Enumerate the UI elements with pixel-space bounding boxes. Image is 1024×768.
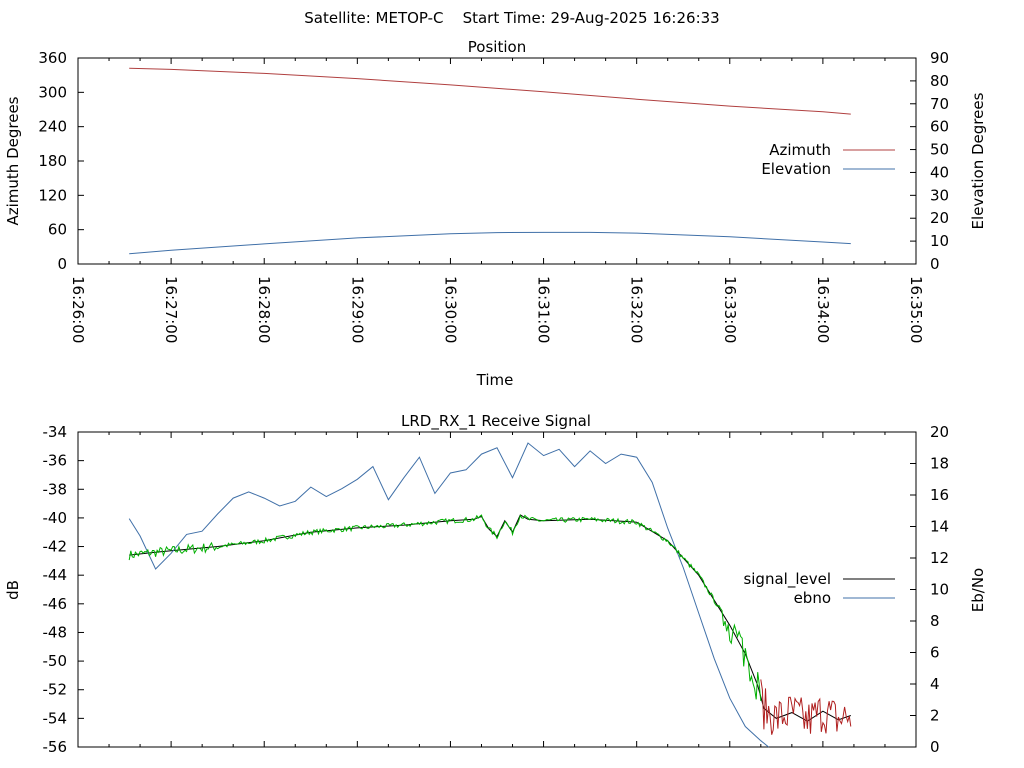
pos-y-tick-label: 300	[38, 83, 67, 101]
sig-y2-tick-label: 18	[930, 455, 949, 473]
position-right-axis-label: Elevation Degrees	[969, 92, 987, 229]
sig-y2-tick-label: 4	[930, 675, 940, 693]
pos-y-tick-label: 240	[38, 118, 67, 136]
pos-y-tick-label: 120	[38, 186, 67, 204]
receive-signal-chart-title: LRD_RX_1 Receive Signal	[401, 412, 591, 431]
pos-y-tick-label: 60	[48, 221, 67, 239]
position-left-axis-label: Azimuth Degrees	[4, 96, 22, 225]
sig-y2-tick-label: 10	[930, 581, 949, 599]
figure-title: Satellite: METOP-C Start Time: 29-Aug-20…	[304, 9, 719, 27]
sig-y-tick-label: -50	[43, 652, 68, 670]
sig-y2-tick-label: 14	[930, 518, 949, 536]
sig-y-tick-label: -44	[43, 566, 68, 584]
sig-y-tick-label: -34	[43, 423, 68, 441]
sig-series-ebno-line	[128, 442, 769, 748]
sig-legend-label-signal-level: signal_level	[743, 570, 831, 589]
pos-y-tick-label: 180	[38, 152, 67, 170]
pos-y2-tick-label: 10	[930, 232, 949, 250]
pos-x-tick-label: 16:34:00	[814, 276, 832, 343]
receive-signal-right-axis-label: Eb/No	[969, 568, 987, 612]
sig-y2-tick-label: 12	[930, 549, 949, 567]
pos-y2-tick-label: 80	[930, 72, 949, 90]
pos-x-tick-label: 16:26:00	[69, 276, 87, 343]
position-chart-title: Position	[468, 38, 526, 56]
receive-signal-series-group	[128, 442, 852, 748]
sig-y-tick-label: -46	[43, 595, 68, 613]
pos-series-azimuth-line	[129, 67, 851, 115]
pos-x-tick-label: 16:31:00	[535, 276, 553, 343]
sig-y-tick-label: -54	[43, 709, 68, 727]
pos-x-tick-label: 16:35:00	[907, 276, 925, 343]
pos-y2-tick-label: 60	[930, 118, 949, 136]
sig-y2-tick-label: 6	[930, 644, 940, 662]
sig-y-tick-label: -42	[43, 538, 68, 556]
sig-series-signal-level-line	[129, 514, 851, 722]
sig-y-tick-label: -36	[43, 452, 68, 470]
sig-y2-tick-label: 8	[930, 612, 940, 630]
sig-y-tick-label: -52	[43, 681, 68, 699]
pos-x-tick-label: 16:28:00	[255, 276, 273, 343]
signal-level-noise-floor-trace	[760, 679, 852, 735]
pos-y-tick-label: 360	[38, 49, 67, 67]
sig-y-tick-label: -38	[43, 480, 68, 498]
pos-y2-tick-label: 40	[930, 163, 949, 181]
pos-x-tick-label: 16:33:00	[721, 276, 739, 343]
pos-y2-tick-label: 30	[930, 186, 949, 204]
position-chart: Position Azimuth Degrees Elevation Degre…	[4, 38, 987, 389]
sig-legend-label-ebno: ebno	[794, 589, 831, 607]
position-axis-ticks: 16:26:00 16:27:00 16:28:00 16:29:00 16:30:00…	[38, 49, 949, 343]
sig-y2-tick-label: 0	[930, 738, 940, 756]
sig-y-tick-label: -56	[43, 738, 68, 756]
pos-y2-tick-label: 0	[930, 255, 940, 273]
receive-signal-chart: LRD_RX_1 Receive Signal dB Eb/No -56-54-…	[4, 412, 987, 756]
sig-y2-tick-label: 20	[930, 423, 949, 441]
pos-y2-tick-label: 50	[930, 141, 949, 159]
pos-x-tick-label: 16:27:00	[162, 276, 180, 343]
pos-legend-label-azimuth: Azimuth	[769, 141, 831, 159]
pos-y2-tick-label: 20	[930, 209, 949, 227]
pos-y2-tick-label: 70	[930, 95, 949, 113]
sig-y-tick-label: -48	[43, 623, 68, 641]
position-series-group	[129, 67, 851, 255]
pos-x-tick-label: 16:29:00	[348, 276, 366, 343]
pos-legend-label-elevation: Elevation	[761, 160, 831, 178]
signal-level-raw-trace	[128, 514, 762, 701]
pos-series-elevation-line	[129, 231, 851, 255]
sig-y2-tick-label: 16	[930, 486, 949, 504]
receive-signal-left-axis-label: dB	[4, 580, 22, 600]
pos-x-tick-label: 16:30:00	[441, 276, 459, 343]
sig-y-tick-label: -40	[43, 509, 68, 527]
position-x-axis-label: Time	[476, 371, 514, 389]
pos-x-tick-label: 16:32:00	[628, 276, 646, 343]
receive-signal-axis-ticks: -56 -54 -52 -50 -48 -46 -44 -42 -40 -38 -36 -34 0 2 4 6…	[43, 423, 950, 756]
sig-y2-tick-label: 2	[930, 707, 940, 725]
pos-y-tick-label: 0	[57, 255, 67, 273]
pos-y2-tick-label: 90	[930, 49, 949, 67]
